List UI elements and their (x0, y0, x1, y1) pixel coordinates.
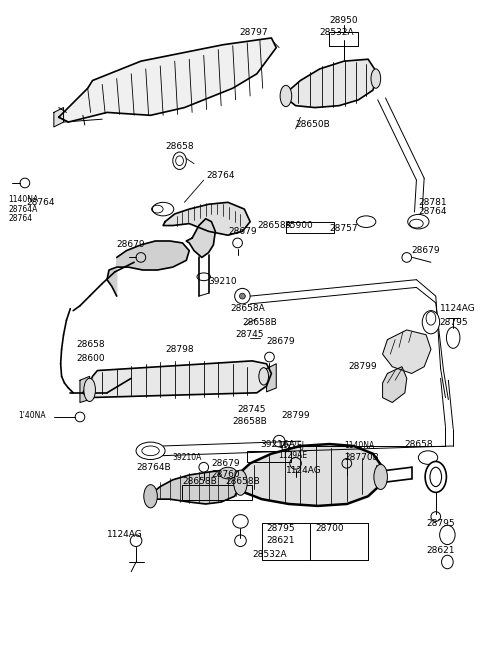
Polygon shape (163, 202, 250, 235)
Text: 1124AG: 1124AG (286, 466, 322, 474)
Polygon shape (59, 38, 276, 122)
Text: 28658B: 28658B (233, 417, 267, 426)
Text: 28650B: 28650B (296, 120, 330, 129)
Text: 28764B: 28764B (136, 463, 171, 472)
Text: 28770B: 28770B (344, 453, 379, 462)
Ellipse shape (219, 467, 237, 479)
Text: 28679: 28679 (266, 337, 295, 346)
Polygon shape (383, 330, 431, 373)
Ellipse shape (440, 525, 455, 545)
Ellipse shape (235, 288, 250, 304)
Text: 28658B: 28658B (242, 318, 277, 327)
Text: 28760: 28760 (212, 470, 240, 480)
Text: 28658B: 28658B (182, 477, 217, 486)
Text: 28798: 28798 (165, 345, 194, 353)
Text: 28795: 28795 (440, 318, 468, 327)
Text: 1'40NA: 1'40NA (18, 411, 46, 420)
Polygon shape (146, 470, 240, 504)
Text: 28764: 28764 (419, 208, 447, 217)
Text: 28795: 28795 (426, 519, 455, 528)
Text: 28795: 28795 (266, 524, 295, 533)
Ellipse shape (374, 464, 387, 489)
Ellipse shape (173, 152, 186, 170)
Ellipse shape (233, 514, 248, 528)
Ellipse shape (422, 311, 440, 334)
Ellipse shape (235, 475, 246, 494)
Text: 28745: 28745 (238, 405, 266, 414)
Text: 39210: 39210 (209, 277, 237, 286)
Ellipse shape (419, 451, 438, 464)
Ellipse shape (442, 555, 453, 569)
Ellipse shape (280, 85, 292, 106)
Bar (247, 451, 291, 463)
Polygon shape (83, 361, 271, 397)
Ellipse shape (357, 216, 376, 227)
Polygon shape (286, 59, 378, 108)
Ellipse shape (136, 442, 165, 459)
Polygon shape (80, 376, 90, 403)
Text: 28658A: 28658A (257, 221, 292, 230)
Ellipse shape (84, 378, 96, 401)
Text: 28679: 28679 (228, 227, 256, 236)
Ellipse shape (259, 368, 268, 385)
Text: 28950: 28950 (329, 16, 358, 25)
Text: 1124AG: 1124AG (107, 530, 143, 539)
Text: 28745: 28745 (236, 330, 264, 339)
Ellipse shape (240, 293, 245, 299)
Polygon shape (186, 219, 216, 258)
Ellipse shape (371, 69, 381, 88)
Text: 1140NA: 1140NA (344, 442, 374, 451)
Bar (262, 524, 368, 560)
Bar (182, 485, 252, 500)
Bar (329, 32, 359, 46)
Text: 28600: 28600 (76, 355, 105, 363)
Text: 1140NA: 1140NA (9, 195, 39, 204)
Bar (286, 221, 334, 233)
Text: 1124AG: 1124AG (440, 304, 475, 313)
Text: 28764: 28764 (27, 198, 55, 207)
Text: 28799: 28799 (281, 411, 310, 420)
Text: 28658B: 28658B (225, 477, 260, 486)
Ellipse shape (234, 470, 247, 495)
Text: 28679: 28679 (411, 246, 440, 255)
Text: 28621: 28621 (266, 536, 295, 545)
Text: 28658: 28658 (76, 340, 105, 349)
Ellipse shape (446, 327, 460, 348)
Polygon shape (107, 241, 189, 296)
Ellipse shape (408, 214, 429, 229)
Text: 28658: 28658 (405, 440, 433, 449)
Text: 28700: 28700 (315, 524, 344, 533)
Ellipse shape (425, 461, 446, 492)
Text: 28764: 28764 (206, 171, 235, 180)
Text: 28799: 28799 (349, 362, 377, 371)
Text: 28679: 28679 (117, 240, 145, 250)
Text: 28621: 28621 (426, 546, 455, 555)
Text: 28764A: 28764A (9, 204, 38, 214)
Ellipse shape (144, 485, 157, 508)
Text: 28658: 28658 (165, 142, 194, 150)
Text: 28532A: 28532A (320, 28, 354, 37)
Ellipse shape (153, 202, 174, 216)
Polygon shape (383, 367, 407, 403)
Text: 1122EJ: 1122EJ (278, 442, 304, 451)
Text: 39210A: 39210A (173, 453, 202, 462)
Text: 39216A: 39216A (260, 440, 295, 449)
Text: 28658A: 28658A (231, 304, 265, 313)
Text: 28781: 28781 (419, 198, 447, 207)
Polygon shape (266, 364, 276, 392)
Text: 28757: 28757 (329, 224, 358, 233)
Text: 35900: 35900 (284, 221, 313, 230)
Text: 28764: 28764 (9, 214, 33, 223)
Polygon shape (54, 108, 63, 127)
Text: 28797: 28797 (240, 28, 268, 37)
Polygon shape (238, 444, 383, 506)
Text: 1129AE: 1129AE (278, 451, 307, 460)
Text: 28532A: 28532A (252, 550, 287, 558)
Text: 28679: 28679 (212, 459, 240, 468)
